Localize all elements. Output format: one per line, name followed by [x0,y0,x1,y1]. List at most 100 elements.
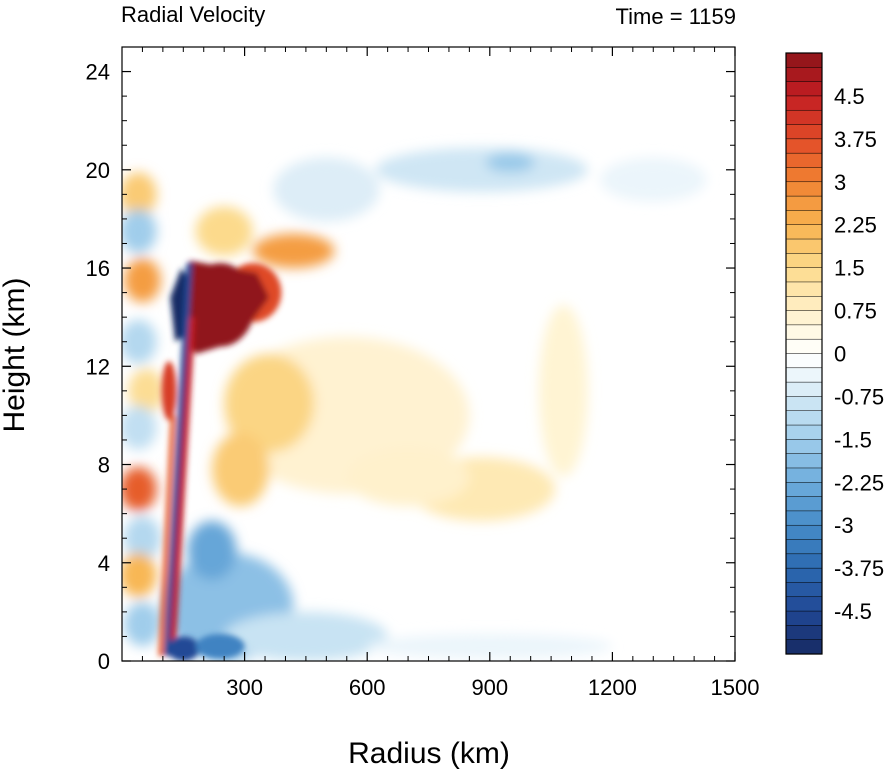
colorbar-swatch [785,567,823,584]
x-axis: 300 600 900 1200 1500 [141,47,760,700]
colorbar-label: 3.75 [834,127,877,152]
eyewall-streak [163,262,193,657]
colorbar-swatch [785,625,823,641]
colorbar-label: -3.75 [834,556,884,581]
eyewall-band-blob [128,368,165,413]
colorbar-swatch [785,482,823,498]
upper-inflow-blob [273,157,380,222]
eyewall-streak [168,316,196,657]
mid-outflow-blob [346,447,470,507]
eyewall-band-blob [124,258,161,303]
low-inflow-blob [187,521,237,580]
y-tick-label: 4 [98,551,110,576]
eyewall-band-blob [124,602,161,647]
colorbar-swatch [785,181,823,197]
upper-inflow-blob [485,152,535,173]
surface-inflow-blob [166,636,200,661]
colorbar-swatch [785,553,823,569]
colorbar-swatch [785,238,823,254]
colorbar-swatch [785,210,823,226]
upper-outflow-tail [195,206,253,256]
x-tick-label: 900 [471,675,508,700]
colorbar-label: -3 [834,513,854,538]
colorbar-swatch [785,467,823,483]
colorbar-swatch [785,95,823,111]
colorbar-swatch [785,224,823,240]
title-left: Radial Velocity [121,2,265,27]
colorbar-swatch [785,539,823,555]
field-soft-layer [122,147,707,661]
eyewall-band-blob [122,172,157,217]
x-tick-label: 600 [349,675,386,700]
colorbar-swatch [785,439,823,455]
colorbar-frame [785,52,823,655]
colorbar-label: -4.5 [834,599,872,624]
colorbar-swatch [785,109,823,126]
colorbar-swatch [785,52,823,68]
colorbar-swatch [785,453,823,469]
colorbar-swatch [785,67,823,83]
field-sharp-layer [158,260,282,661]
colorbar-label: 4.5 [834,84,865,109]
y-tick-label: 0 [98,649,110,674]
colorbar-swatch [785,124,823,140]
colorbar-swatch [785,253,823,269]
x-axis-label: Radius (km) [348,737,510,770]
colorbar-label: 0 [834,342,846,367]
eyewall-band-blob [122,466,157,512]
colorbar-swatch [785,167,823,183]
colorbar-swatch [785,81,823,97]
colorbar-label: 3 [834,170,846,195]
eyewall-band-blob [122,319,157,364]
colorbar-swatch [785,195,823,211]
colorbar: 4.5 3.75 3 2.25 1.5 0.75 0 -0.75 -1.5 -2.25 -3 -3.7… [785,52,884,655]
colorbar-label: -1.5 [834,427,872,452]
eyewall-band-blob [122,209,157,254]
colorbar-swatch [785,353,823,369]
x-tick-label: 300 [226,675,263,700]
colorbar-swatch [785,338,823,355]
y-axis-label: Height (km) [0,277,31,432]
colorbar-swatch [785,610,823,626]
title-right: Time = 1159 [616,4,736,29]
x-tick-label: 1500 [711,675,760,700]
colorbar-swatch [785,281,823,297]
colorbar-swatch [785,367,823,383]
upper-inflow-blob [375,147,588,192]
colorbar-swatch [785,324,823,340]
y-tick-label: 24 [86,60,110,85]
eyewall-streak [158,415,176,657]
x-tick-label: 1200 [588,675,637,700]
colorbar-swatch [785,510,823,526]
upper-inflow-blob [600,157,707,202]
y-tick-label: 16 [86,256,110,281]
colorbar-swatch [785,381,823,397]
mid-outflow-blob [211,432,270,507]
y-axis: 0 4 8 12 16 20 24 [86,60,735,674]
colorbar-swatch [785,410,823,426]
colorbar-label: 2.25 [834,213,877,238]
eyewall-band-blob [122,552,157,598]
outflow-core-shape [187,260,270,354]
colorbar-swatch [785,296,823,312]
colorbar-swatch [785,396,823,412]
surface-inflow-blob [195,633,245,659]
velocity-field [122,147,707,661]
y-tick-label: 12 [86,354,110,379]
mid-outflow-blob [224,354,315,453]
eyewall-band-blob [124,516,161,561]
colorbar-label: -2.25 [834,470,884,495]
colorbar-swatch [785,267,823,283]
colorbar-swatch [785,152,823,169]
colorbar-label: 1.5 [834,256,865,281]
eyewall-blob [161,361,177,421]
colorbar-swatch [785,639,823,655]
low-inflow-blob [224,611,388,661]
colorbar-label: 0.75 [834,299,877,324]
colorbar-swatch [785,138,823,154]
colorbar-swatch [785,582,823,598]
low-inflow-blob [367,633,613,659]
upper-outflow-tail [252,233,335,269]
colorbar-swatch [785,310,823,326]
